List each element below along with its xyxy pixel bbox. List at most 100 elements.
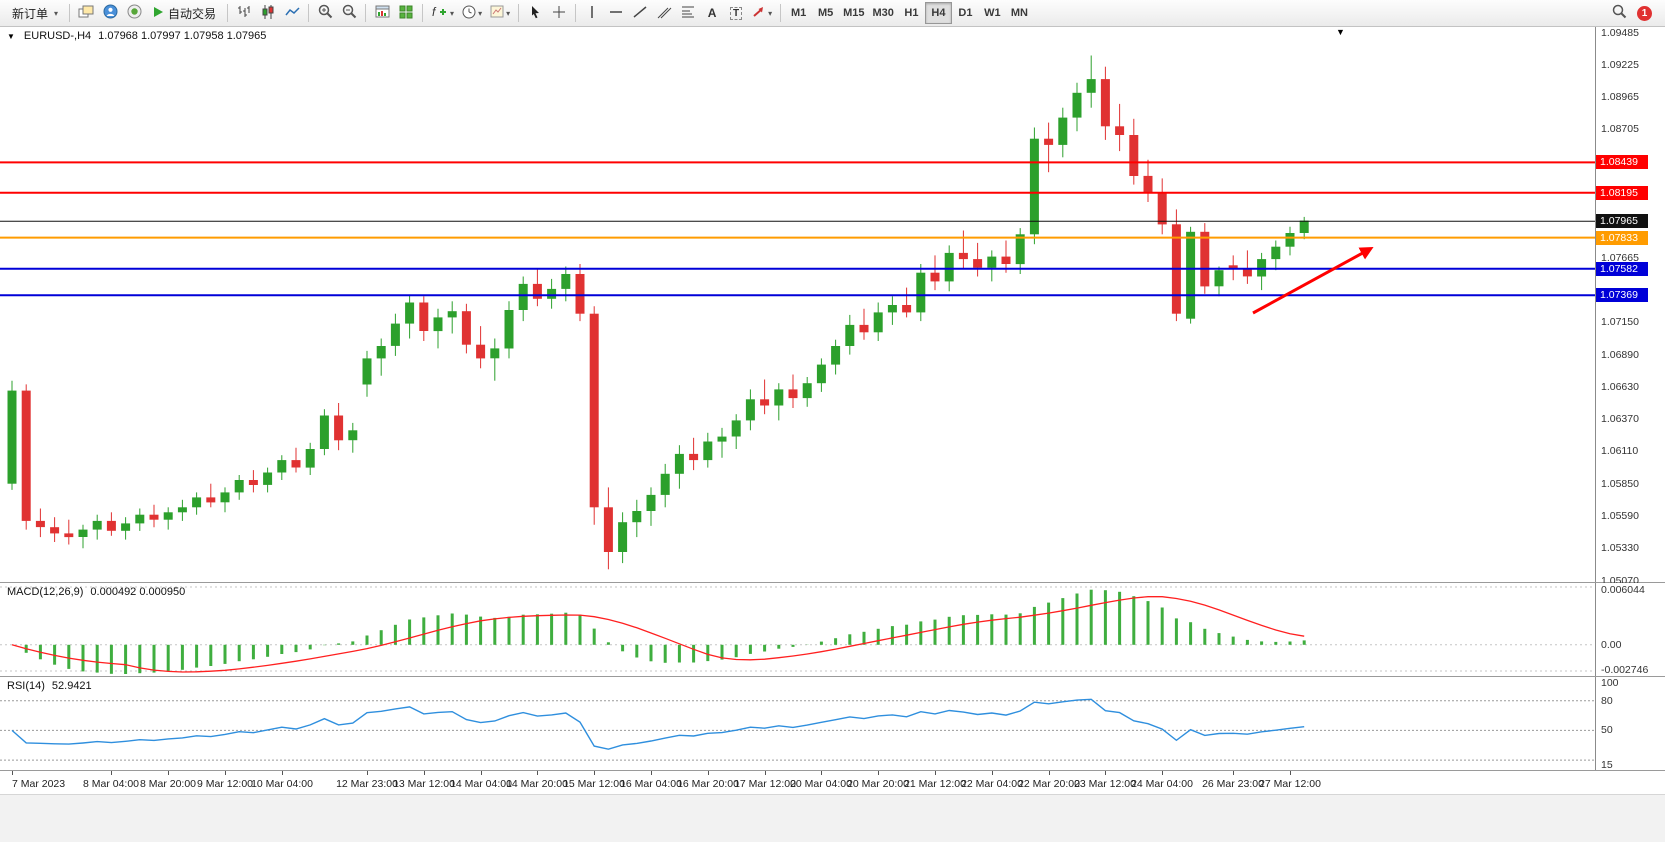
vertical-line-button[interactable] bbox=[580, 2, 604, 24]
notification-badge[interactable]: 1 bbox=[1637, 5, 1652, 21]
trendline-button[interactable] bbox=[628, 2, 652, 24]
toolbar: 新订单 ▾ 自动交易 bbox=[0, 0, 1665, 27]
channel-button[interactable] bbox=[652, 2, 676, 24]
text-tool-button[interactable]: A bbox=[700, 2, 724, 24]
toolbar-separator bbox=[780, 4, 782, 22]
macd-zero-label: 0.00 bbox=[1601, 639, 1622, 651]
time-tick bbox=[765, 771, 766, 775]
trendline-icon bbox=[633, 5, 647, 22]
vertical-line-icon bbox=[587, 5, 597, 22]
indicators-button[interactable]: f ▾ bbox=[427, 2, 458, 24]
macd-values: 0.000492 0.000950 bbox=[90, 586, 186, 598]
timeframe-m30[interactable]: M30 bbox=[869, 2, 898, 24]
zoom-out-icon bbox=[342, 4, 357, 22]
timeframe-d1[interactable]: D1 bbox=[952, 2, 979, 24]
candles-plot[interactable] bbox=[0, 27, 1595, 583]
price-badge: 1.07369 bbox=[1596, 288, 1648, 302]
tile-windows-button[interactable] bbox=[394, 2, 418, 24]
price-badge: 1.08195 bbox=[1596, 186, 1648, 200]
bar-chart-icon bbox=[237, 5, 251, 21]
line-chart-button[interactable] bbox=[280, 2, 304, 24]
time-label: 9 Mar 12:00 bbox=[196, 778, 254, 790]
toolbar-separator bbox=[518, 4, 520, 22]
macd-min-label: -0.002746 bbox=[1601, 664, 1649, 676]
price-axis[interactable]: 1.09485 1.09225 1.08965 1.08705 1.07665 1.071… bbox=[1595, 27, 1665, 587]
time-tick bbox=[821, 771, 822, 775]
time-tick bbox=[168, 771, 169, 775]
macd-plot[interactable] bbox=[0, 583, 1595, 677]
horizontal-line-button[interactable] bbox=[604, 2, 628, 24]
time-tick bbox=[594, 771, 595, 775]
timeframe-group: M1 M5 M15 M30 H1 H4 D1 W1 MN bbox=[785, 2, 1033, 24]
play-icon bbox=[153, 6, 164, 21]
time-label: 13 Mar 12:00 bbox=[393, 778, 455, 790]
rsi-level-label: 15 bbox=[1601, 759, 1613, 771]
price-tick: 1.08705 bbox=[1601, 123, 1639, 135]
macd-axis[interactable]: 0.006044 0.00 -0.002746 bbox=[1595, 583, 1665, 676]
price-tick: 1.06110 bbox=[1601, 445, 1639, 457]
cursor-button[interactable] bbox=[523, 2, 547, 24]
time-tick bbox=[708, 771, 709, 775]
chart-symbol-period: EURUSD-,H4 bbox=[23, 30, 92, 42]
arrow-object-icon bbox=[752, 6, 766, 21]
price-tick: 1.06370 bbox=[1601, 413, 1639, 425]
time-tick bbox=[992, 771, 993, 775]
new-order-button[interactable]: 新订单 ▾ bbox=[5, 2, 65, 24]
horizontal-line-icon bbox=[609, 6, 623, 20]
timeframe-h4[interactable]: H4 bbox=[924, 2, 952, 24]
chart-expand-icon[interactable]: ▼ bbox=[7, 32, 15, 41]
time-tick bbox=[651, 771, 652, 775]
chart-title: ▼ EURUSD-,H4 1.07968 1.07997 1.07958 1.0… bbox=[7, 30, 266, 42]
crosshair-button[interactable] bbox=[547, 2, 571, 24]
timeframe-mn[interactable]: MN bbox=[1006, 2, 1033, 24]
rsi-level-label: 50 bbox=[1601, 724, 1613, 736]
time-axis[interactable]: 7 Mar 2023 8 Mar 04:00 8 Mar 20:00 9 Mar 12… bbox=[0, 771, 1665, 794]
time-tick bbox=[1233, 771, 1234, 775]
price-tick: 1.06630 bbox=[1601, 381, 1639, 393]
zoom-in-icon bbox=[318, 4, 333, 22]
fibonacci-icon bbox=[681, 5, 695, 22]
templates-button[interactable]: ▾ bbox=[486, 2, 514, 24]
timeframe-m15[interactable]: M15 bbox=[839, 2, 868, 24]
rsi-axis[interactable]: 100 80 50 15 bbox=[1595, 677, 1665, 771]
chevron-down-icon: ▾ bbox=[450, 8, 455, 18]
timeframe-m5[interactable]: M5 bbox=[812, 2, 839, 24]
price-tick: 1.07150 bbox=[1601, 316, 1639, 328]
price-badge: 1.07965 bbox=[1596, 214, 1648, 228]
time-label: 21 Mar 12:00 bbox=[904, 778, 966, 790]
timeframe-h1[interactable]: H1 bbox=[898, 2, 925, 24]
rsi-plot[interactable] bbox=[0, 677, 1595, 771]
timeframe-w1[interactable]: W1 bbox=[979, 2, 1006, 24]
main-chart-panel: ▼ ▼ EURUSD-,H4 1.07968 1.07997 1.07958 1… bbox=[0, 27, 1665, 587]
candlestick-chart-button[interactable] bbox=[256, 2, 280, 24]
new-chart-button[interactable] bbox=[370, 2, 394, 24]
rsi-value: 52.9421 bbox=[51, 680, 92, 692]
windows-icon bbox=[78, 5, 94, 22]
toolbar-separator bbox=[69, 4, 71, 22]
time-label: 20 Mar 04:00 bbox=[790, 778, 852, 790]
periods-button[interactable]: ▾ bbox=[458, 2, 486, 24]
community-button[interactable] bbox=[122, 2, 146, 24]
profile-icon bbox=[103, 4, 118, 22]
time-label: 23 Mar 12:00 bbox=[1074, 778, 1136, 790]
profile-button[interactable] bbox=[98, 2, 122, 24]
chevron-down-icon: ▾ bbox=[506, 8, 511, 18]
arrows-tool-button[interactable]: ▾ bbox=[748, 2, 776, 24]
macd-max-label: 0.006044 bbox=[1601, 584, 1645, 596]
time-label: 24 Mar 04:00 bbox=[1131, 778, 1193, 790]
time-tick bbox=[935, 771, 936, 775]
bar-chart-button[interactable] bbox=[232, 2, 256, 24]
chart-shift-marker-icon: ▼ bbox=[1336, 27, 1345, 37]
clock-icon bbox=[462, 5, 476, 22]
text-label-button[interactable]: T bbox=[724, 2, 748, 24]
timeframe-m1[interactable]: M1 bbox=[785, 2, 812, 24]
zoom-in-button[interactable] bbox=[313, 2, 337, 24]
charts-window-button[interactable] bbox=[74, 2, 98, 24]
zoom-out-button[interactable] bbox=[337, 2, 361, 24]
macd-panel: MACD(12,26,9) 0.000492 0.000950 0.006044… bbox=[0, 583, 1665, 677]
fibonacci-button[interactable] bbox=[676, 2, 700, 24]
search-button[interactable] bbox=[1607, 2, 1631, 24]
time-label: 7 Mar 2023 bbox=[12, 778, 66, 790]
auto-trading-button[interactable]: 自动交易 bbox=[146, 2, 223, 24]
text-label-icon: T bbox=[730, 6, 743, 20]
